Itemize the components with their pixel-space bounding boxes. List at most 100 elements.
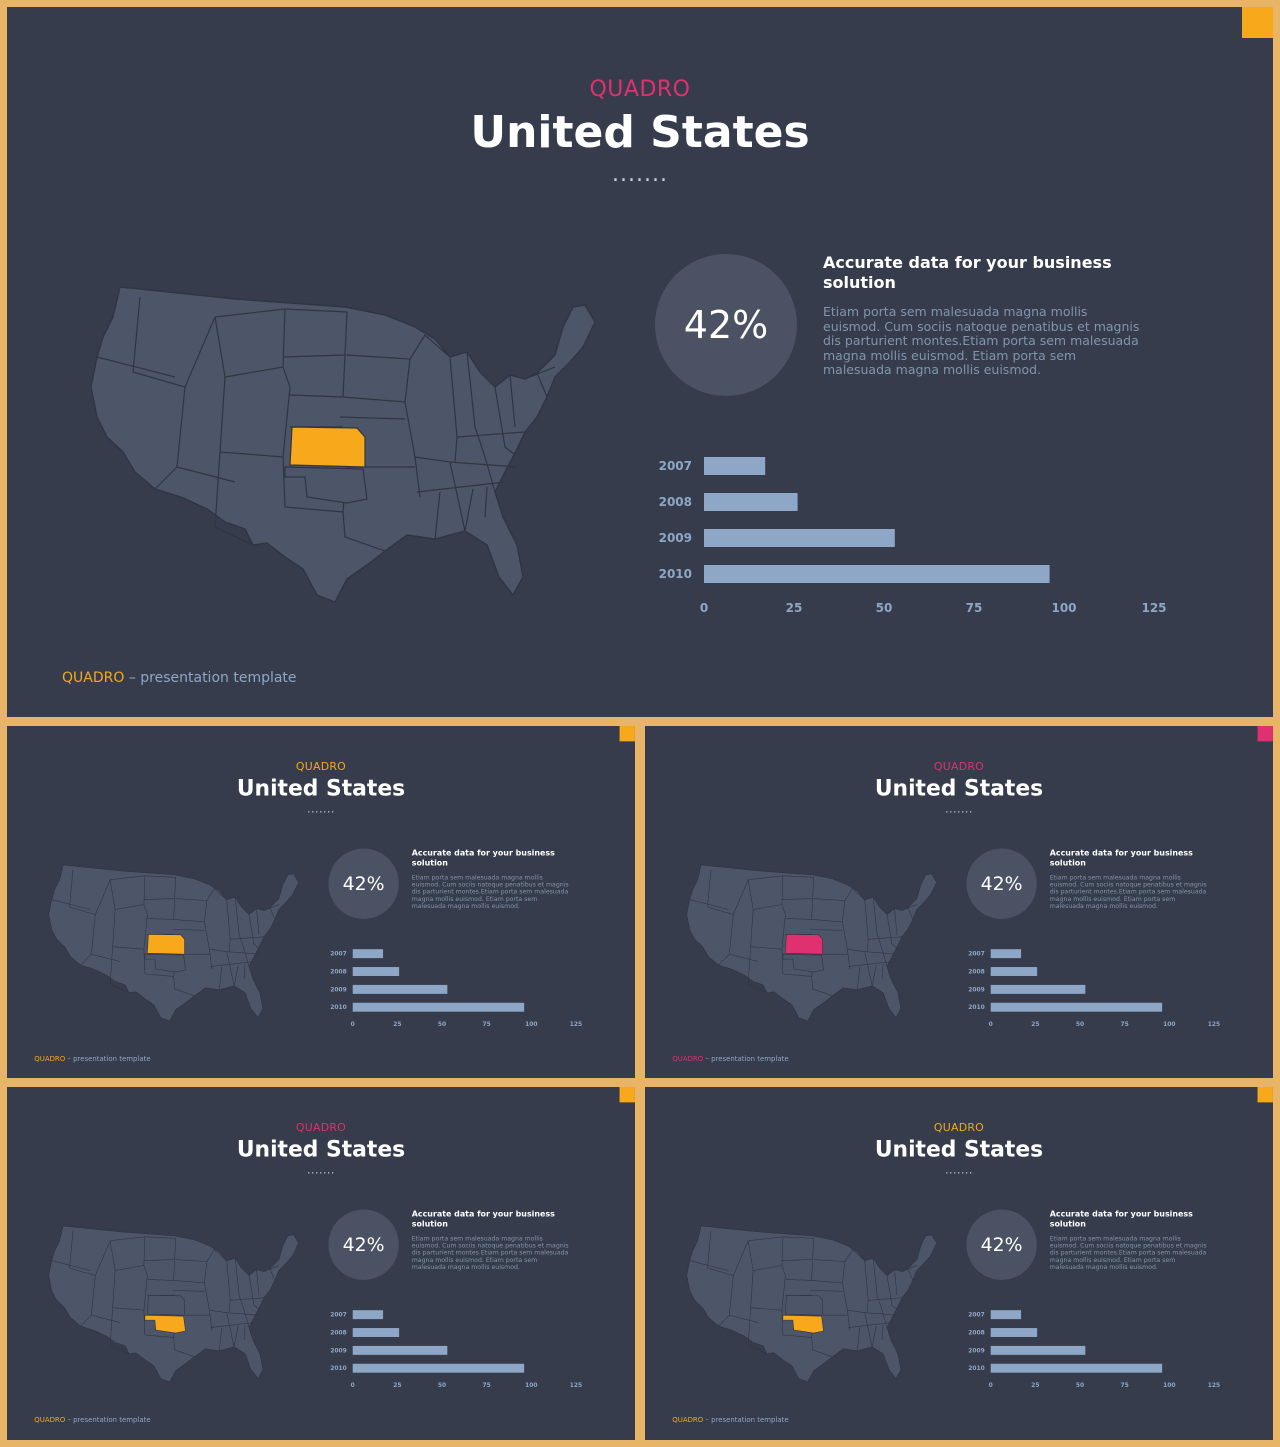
- corner-accent: [1257, 1087, 1273, 1103]
- oklahoma-state: [284, 466, 368, 504]
- section-description: Etiam porta sem malesuada magna mollis e…: [411, 873, 569, 910]
- footer-text: – presentation template: [703, 1054, 789, 1063]
- brand-label: QUADRO: [933, 1121, 985, 1135]
- bar-2009: [352, 984, 448, 994]
- category-label-2008: 2008: [968, 1330, 985, 1337]
- x-tick-label: 50: [876, 601, 893, 615]
- section-description: Etiam porta sem malesuada magna mollis e…: [411, 1234, 569, 1271]
- thumbnail-slide-yellow[interactable]: QUADRO United States .......: [7, 726, 635, 1078]
- x-tick-label: 0: [351, 1021, 355, 1028]
- slide-content: QUADRO United States .......: [645, 1087, 1273, 1439]
- bar-2010: [352, 1363, 525, 1373]
- brand-label: QUADRO: [589, 77, 691, 102]
- footer: QUADRO – presentation template: [62, 670, 297, 686]
- category-label-2009: 2009: [968, 1347, 985, 1354]
- bar-chart: 2007 2008 2009 2010 0 25 50 75 100 125: [968, 949, 1220, 1028]
- title-dots-divider: .......: [612, 162, 668, 187]
- title-dots-divider: .......: [307, 1163, 335, 1177]
- x-tick-label: 0: [989, 1382, 993, 1389]
- bar-2009: [704, 529, 895, 547]
- x-tick-label: 100: [525, 1382, 537, 1389]
- bar-2007: [990, 1310, 1022, 1320]
- section-heading: Accurate data for your business solution: [411, 1209, 555, 1229]
- bar-2009: [990, 1345, 1086, 1355]
- section-heading: Accurate data for your business solution: [1049, 1209, 1193, 1229]
- title-dots-divider: .......: [945, 1163, 973, 1177]
- section-heading: Accurate data for your business solution: [411, 848, 555, 868]
- stat-value: 42%: [683, 303, 769, 347]
- x-tick-label: 25: [1031, 1021, 1039, 1028]
- bar-chart: 2007 2008 2009 2010 0 25 50 75 100 125: [968, 1310, 1220, 1389]
- x-tick-label: 25: [786, 601, 803, 615]
- state-borders: [51, 869, 279, 997]
- page-title: United States: [874, 1136, 1044, 1162]
- stat-circle: 42%: [328, 848, 399, 919]
- oklahoma-state: [782, 1314, 824, 1334]
- footer: QUADRO – presentation template: [672, 1416, 788, 1424]
- brand-label: QUADRO: [295, 760, 347, 774]
- us-map: [48, 864, 299, 1022]
- brand-label: QUADRO: [933, 760, 985, 774]
- page-title: United States: [236, 775, 406, 801]
- category-label-2010: 2010: [330, 1004, 347, 1011]
- x-tick-label: 125: [1141, 601, 1166, 615]
- footer-brand: QUADRO: [34, 1054, 66, 1063]
- bar-2010: [990, 1002, 1163, 1012]
- corner-accent: [1242, 7, 1273, 38]
- title-dots-divider: .......: [945, 802, 973, 816]
- footer-text: – presentation template: [703, 1415, 789, 1424]
- category-label-2008: 2008: [330, 969, 347, 976]
- footer: QUADRO – presentation template: [34, 1055, 150, 1063]
- category-label-2008: 2008: [968, 969, 985, 976]
- bar-2010: [704, 565, 1050, 583]
- x-tick-label: 0: [989, 1021, 993, 1028]
- x-tick-label: 25: [393, 1021, 401, 1028]
- bar-2007: [352, 1310, 384, 1320]
- x-tick-label: 25: [393, 1382, 401, 1389]
- stat-circle: 42%: [328, 1209, 399, 1280]
- state-borders: [51, 1230, 279, 1358]
- x-tick-label: 75: [482, 1382, 490, 1389]
- category-label-2009: 2009: [968, 986, 985, 993]
- oklahoma-state: [782, 953, 824, 973]
- x-tick-label: 125: [570, 1021, 582, 1028]
- section-heading: Accurate data for your business solution: [823, 253, 1112, 292]
- bar-2008: [990, 1328, 1038, 1337]
- section-description: Etiam porta sem malesuada magna mollis e…: [823, 304, 1140, 377]
- category-label-2010: 2010: [659, 567, 692, 581]
- category-label-2009: 2009: [659, 531, 692, 545]
- category-label-2009: 2009: [330, 1347, 347, 1354]
- category-label-2007: 2007: [968, 1312, 985, 1319]
- bar-2009: [990, 984, 1086, 994]
- x-tick-label: 100: [1051, 601, 1076, 615]
- stat-circle: 42%: [655, 254, 797, 396]
- category-label-2007: 2007: [659, 459, 692, 473]
- thumbnail-slide-oklahoma-pink-brand[interactable]: QUADRO United States .......: [7, 1087, 635, 1440]
- category-label-2010: 2010: [968, 1365, 985, 1372]
- x-tick-label: 75: [482, 1021, 490, 1028]
- state-borders: [689, 1230, 917, 1358]
- thumbnail-slide-pink[interactable]: QUADRO United States .......: [645, 726, 1273, 1078]
- main-slide[interactable]: QUADRO United States .......: [7, 7, 1273, 717]
- x-tick-label: 75: [1120, 1382, 1128, 1389]
- footer: QUADRO – presentation template: [34, 1416, 150, 1424]
- us-map: [90, 286, 595, 603]
- slide-content: QUADRO United States .......: [7, 726, 635, 1078]
- us-map: [686, 864, 937, 1022]
- kansas-state: [147, 1295, 185, 1316]
- category-label-2007: 2007: [968, 951, 985, 958]
- bar-chart: 2007 2008 2009 2010 0 25 50 75 100 125: [330, 1310, 582, 1389]
- bar-2007: [990, 949, 1022, 959]
- x-tick-label: 50: [438, 1382, 446, 1389]
- corner-accent: [1257, 726, 1273, 742]
- thumbnail-slide-oklahoma-yellow[interactable]: QUADRO United States .......: [645, 1087, 1273, 1440]
- x-tick-label: 100: [525, 1021, 537, 1028]
- stat-value: 42%: [342, 872, 385, 895]
- section-description: Etiam porta sem malesuada magna mollis e…: [1049, 1234, 1207, 1271]
- bar-2010: [352, 1002, 525, 1012]
- slide-content: QUADRO United States .......: [645, 726, 1273, 1078]
- stat-circle: 42%: [966, 1209, 1037, 1280]
- category-label-2009: 2009: [330, 986, 347, 993]
- oklahoma-state: [144, 1314, 186, 1334]
- page-title: United States: [874, 775, 1044, 801]
